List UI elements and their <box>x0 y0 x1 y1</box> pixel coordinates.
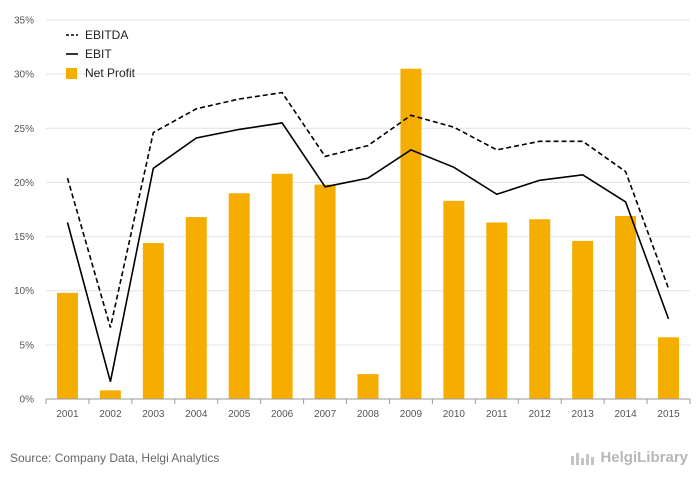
x-tick-label: 2011 <box>486 409 508 420</box>
x-tick-label: 2004 <box>185 409 208 420</box>
bar-net-profit <box>99 390 121 399</box>
bar-net-profit <box>357 374 379 399</box>
brand-name: HelgiLibrary <box>600 449 688 466</box>
line-ebitda <box>66 91 670 328</box>
line-series <box>66 91 670 382</box>
x-tick-label: 2003 <box>142 409 165 420</box>
x-tick-label: 2015 <box>657 409 680 420</box>
source-note: Source: Company Data, Helgi Analytics <box>10 451 220 465</box>
y-tick-label: 35% <box>14 16 34 27</box>
bar-net-profit <box>142 243 164 399</box>
y-tick-label: 20% <box>14 178 34 189</box>
x-tick-label: 2001 <box>56 409 79 420</box>
bar-net-profit <box>572 240 594 399</box>
x-tick-label: 2010 <box>443 409 466 420</box>
bar-net-profit <box>615 215 637 399</box>
x-tick-label: 2002 <box>99 409 122 420</box>
legend-label: EBITDA <box>85 28 128 42</box>
x-tick-label: 2008 <box>357 409 380 420</box>
bar-net-profit <box>400 68 422 399</box>
x-tick-label: 2006 <box>271 409 294 420</box>
y-axis: 0% 5% 10% 15% 20% 25% 30% 35% <box>14 16 34 406</box>
y-tick-label: 30% <box>14 70 34 81</box>
x-axis: 2001 2002 2003 2004 2005 2006 2007 2008 2009 2010… <box>45 398 691 420</box>
y-tick-label: 10% <box>14 286 34 297</box>
legend-label: Net Profit <box>85 66 136 80</box>
y-tick-label: 15% <box>14 232 34 243</box>
bar-net-profit <box>443 200 465 399</box>
x-tick-label: 2013 <box>572 409 595 420</box>
bar-net-profit <box>185 217 207 399</box>
legend: EBITDA EBIT Net Profit <box>66 28 136 80</box>
bar-net-profit <box>658 337 680 399</box>
x-tick-label: 2009 <box>400 409 423 420</box>
x-tick-label: 2012 <box>529 409 552 420</box>
bar-series <box>56 68 680 399</box>
legend-label: EBIT <box>85 47 112 61</box>
bar-net-profit <box>314 184 336 399</box>
x-tick-label: 2007 <box>314 409 337 420</box>
line-ebit <box>66 122 670 382</box>
bar-net-profit <box>228 193 250 399</box>
brand-logo: HelgiLibrary <box>570 449 688 466</box>
x-tick-label: 2005 <box>228 409 251 420</box>
chart: 0%5%10%15%20%25%30%35% 2001 2002 2003 2004 2… <box>14 16 691 420</box>
y-tick-label: 25% <box>14 124 34 135</box>
y-tick-label: 5% <box>20 340 35 351</box>
bar-net-profit <box>271 173 293 399</box>
y-tick-label: 0% <box>20 395 35 406</box>
bar-net-profit <box>529 219 551 399</box>
library-icon <box>571 452 595 465</box>
bar-net-profit <box>486 222 508 399</box>
bar-net-profit <box>56 292 78 399</box>
x-tick-label: 2014 <box>614 409 637 420</box>
legend-swatch <box>66 68 77 79</box>
